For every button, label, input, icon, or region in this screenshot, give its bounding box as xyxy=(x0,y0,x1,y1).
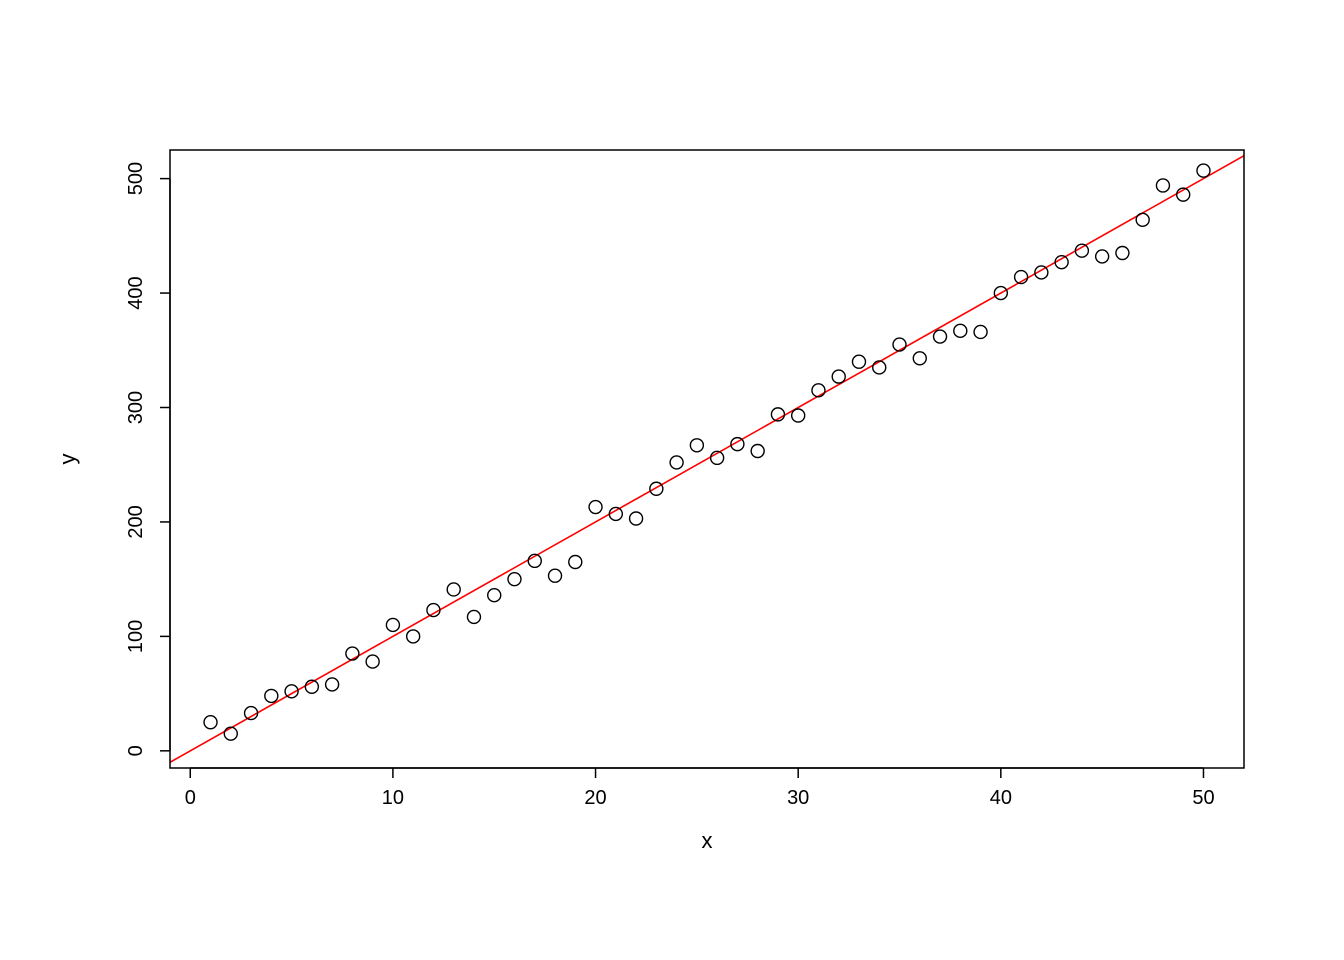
y-tick-label: 400 xyxy=(125,276,147,309)
scatter-chart: 010203040500100200300400500xy xyxy=(0,0,1344,960)
chart-background xyxy=(0,0,1344,960)
x-tick-label: 20 xyxy=(584,787,606,809)
x-tick-label: 10 xyxy=(382,787,404,809)
y-tick-label: 500 xyxy=(125,162,147,195)
x-tick-label: 0 xyxy=(185,787,196,809)
y-tick-label: 100 xyxy=(125,620,147,653)
x-axis-title: x xyxy=(702,828,713,853)
x-tick-label: 30 xyxy=(787,787,809,809)
chart-svg: 010203040500100200300400500xy xyxy=(0,0,1344,960)
y-axis-title: y xyxy=(55,454,80,465)
y-tick-label: 300 xyxy=(125,391,147,424)
x-tick-label: 50 xyxy=(1192,787,1214,809)
y-tick-label: 200 xyxy=(125,505,147,538)
y-tick-label: 0 xyxy=(125,745,147,756)
x-tick-label: 40 xyxy=(990,787,1012,809)
